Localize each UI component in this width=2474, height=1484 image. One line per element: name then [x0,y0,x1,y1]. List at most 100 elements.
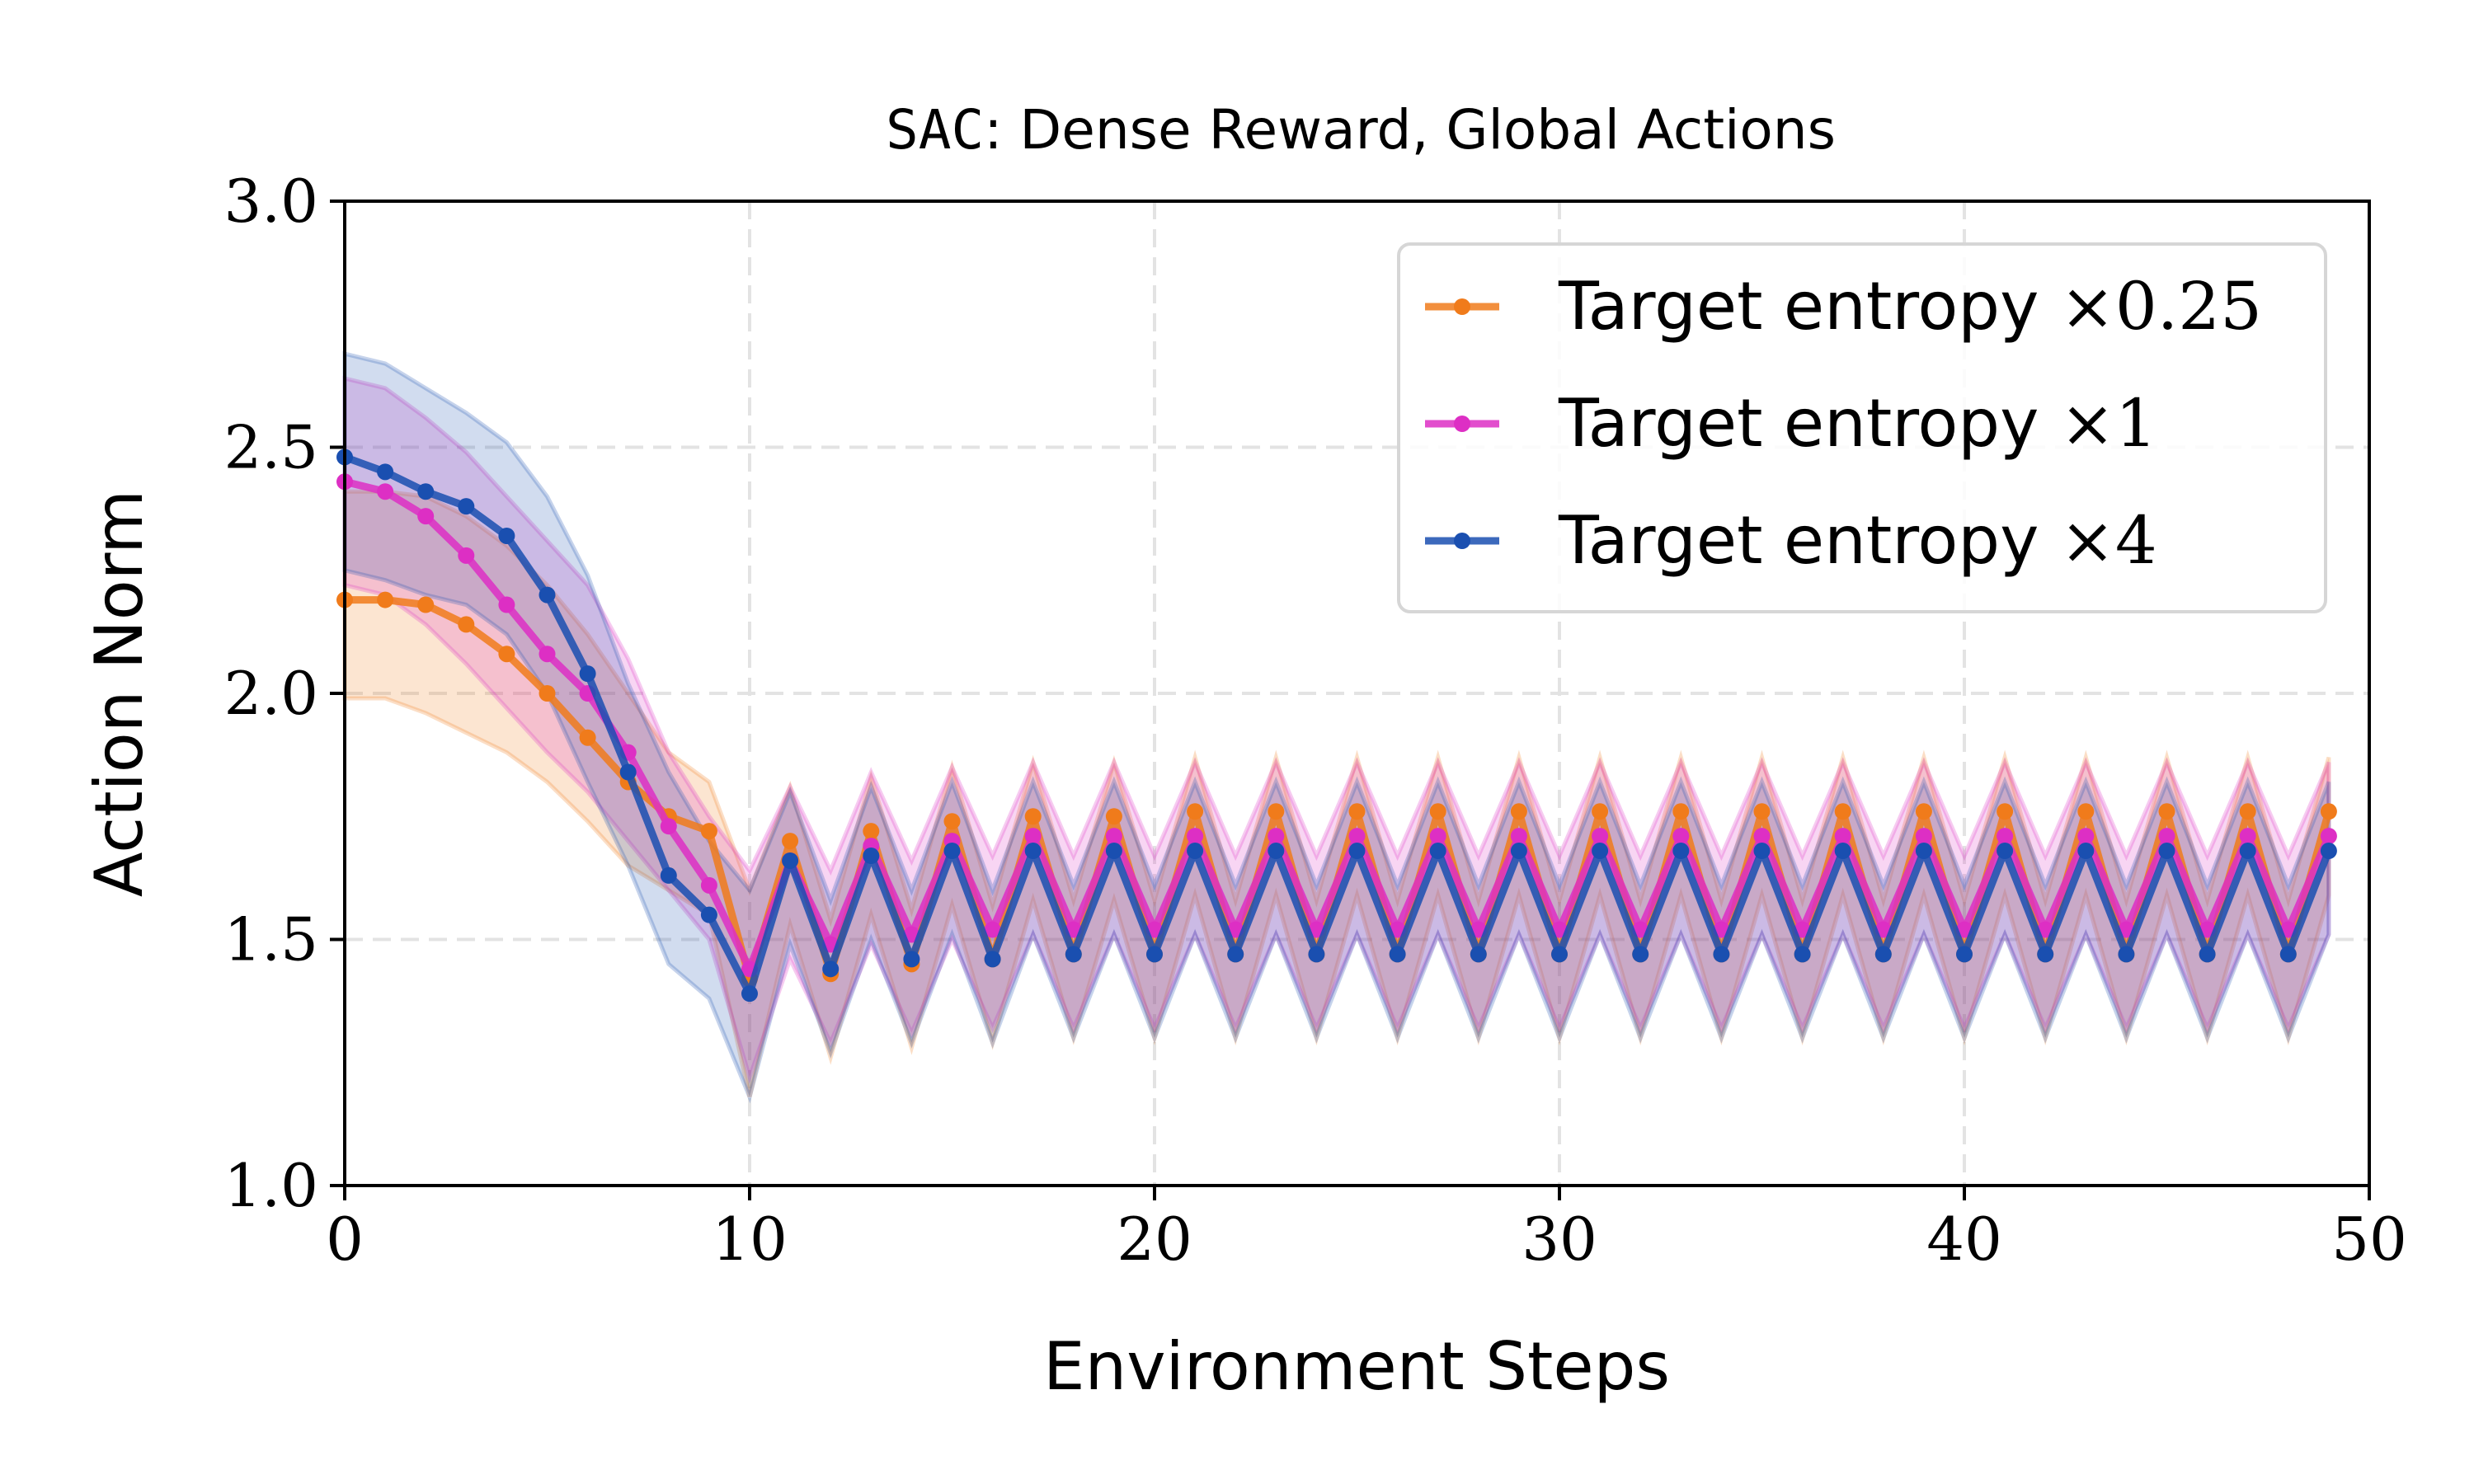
data-point [1470,946,1487,963]
data-point [1429,843,1446,860]
data-point [863,848,880,865]
data-point [1268,843,1285,860]
legend-label-text: Target entropy [1558,502,2060,579]
data-point [943,813,961,830]
data-point [1753,803,1771,820]
chart-title-rest: : Dense Reward, Global Actions [984,98,1836,162]
data-point [1389,946,1406,963]
data-point [1592,843,1609,860]
legend-label-factor: ×4 [2060,502,2157,579]
data-point [1997,843,2014,860]
data-point [700,906,717,923]
data-point [2239,843,2256,860]
data-point [2037,946,2054,963]
data-point [1510,828,1527,845]
x-tick-label: 30 [1522,1205,1597,1274]
series-line-2 [343,453,2333,998]
x-axis-label: Environment Steps [1043,1328,1670,1405]
data-point [1268,828,1285,845]
x-tick-label: 40 [1926,1205,2002,1274]
data-point [1753,828,1771,845]
x-tick-label: 0 [326,1205,364,1274]
data-point [1024,843,1042,860]
data-point [458,547,475,564]
data-point [2320,803,2337,820]
legend-label-factor: ×0.25 [2060,268,2262,345]
data-point [1672,803,1690,820]
data-point [1348,803,1366,820]
data-point [1997,828,2014,845]
legend-swatch-marker [1454,533,1470,549]
data-point [1915,843,1932,860]
data-point [903,951,920,968]
data-point [498,596,515,613]
data-point [1632,946,1649,963]
data-point [498,646,515,663]
data-point [1024,828,1042,845]
data-point [1308,946,1325,963]
data-point [1187,803,1204,820]
data-point [498,527,515,544]
data-point [377,483,394,500]
data-point [2239,803,2256,820]
data-point [2279,946,2297,963]
x-tick-label: 50 [2331,1205,2407,1274]
data-point [1834,828,1851,845]
data-point [1874,946,1892,963]
data-point [1672,843,1690,860]
data-point [1105,828,1122,845]
data-point [1429,803,1446,820]
x-tick-label: 20 [1117,1205,1192,1274]
data-point [1834,803,1851,820]
data-point [1146,946,1163,963]
data-point [2158,828,2175,845]
legend-label-factor: ×1 [2060,385,2157,462]
data-point [417,508,435,525]
y-tick-label: 1.0 [223,1151,318,1220]
y-tick-label: 1.5 [223,905,318,974]
data-point [1187,843,1204,860]
data-point [2077,843,2095,860]
data-point [700,876,717,894]
data-point [1592,828,1609,845]
data-point [417,483,435,500]
band-1 [342,375,2331,1084]
legend-label-text: Target entropy [1558,385,2060,462]
data-point [1915,803,1932,820]
data-point [539,685,556,702]
data-point [377,463,394,481]
x-tick-label: 10 [712,1205,788,1274]
data-point [619,763,637,781]
data-point [700,823,717,840]
data-point [1510,843,1527,860]
data-point [782,833,799,850]
data-point [1065,946,1082,963]
legend-label: Target entropy ×4 [1558,502,2157,579]
data-point [741,985,758,1003]
legend-label-text: Target entropy [1558,268,2060,345]
legend-swatch-marker [1454,416,1470,432]
data-point [579,665,596,683]
data-point [1997,803,2014,820]
data-point [2118,946,2135,963]
data-point [1834,843,1851,860]
data-point [377,591,394,608]
data-point [1592,803,1609,820]
data-point [539,586,556,603]
data-point [579,729,596,746]
legend-swatch-marker [1454,298,1470,315]
data-point [1672,828,1690,845]
chart-title: SAC: Dense Reward, Global Actions [886,98,1836,162]
data-point [2320,828,2337,845]
data-point [2077,803,2095,820]
data-point [417,596,435,613]
legend-box [1397,242,2327,613]
y-axis-label: Action Norm [81,490,158,897]
data-point [1794,946,1811,963]
data-point [458,616,475,633]
y-tick-label: 3.0 [223,167,318,236]
legend-label: Target entropy ×1 [1558,385,2157,462]
data-point [1268,803,1285,820]
data-point [1187,828,1204,845]
